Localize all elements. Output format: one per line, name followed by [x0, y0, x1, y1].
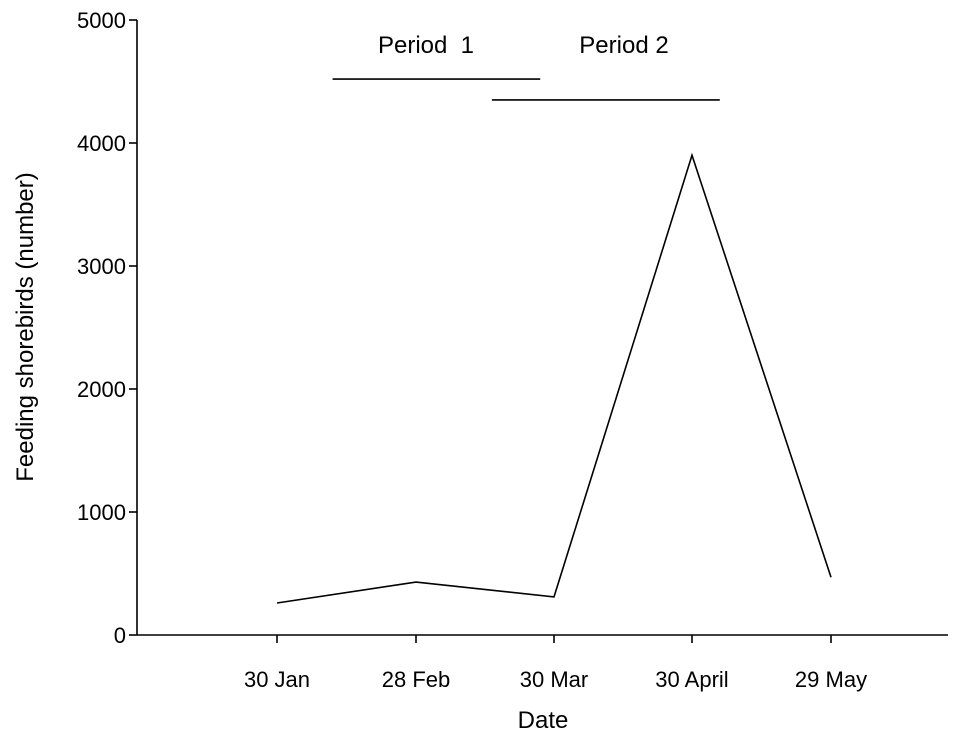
x-tick-label: 29 May — [795, 667, 867, 692]
series-group — [276, 152, 832, 604]
y-tick-label: 2000 — [77, 377, 126, 402]
y-axis-ticks: 0 1000 2000 3000 4000 5000 — [77, 8, 137, 648]
series-line — [276, 152, 832, 604]
y-axis-title: Feeding shorebirds (number) — [12, 172, 39, 481]
y-tick-label: 0 — [114, 623, 126, 648]
y-tick-label: 5000 — [77, 8, 126, 33]
x-tick-label: 30 Mar — [520, 667, 588, 692]
period-label: Period 2 — [579, 32, 668, 59]
y-tick-label: 1000 — [77, 500, 126, 525]
x-axis-ticks: 30 Jan 28 Feb 30 Mar 30 April 29 May — [244, 635, 867, 692]
x-axis-title: Date — [518, 707, 569, 734]
x-tick-label: 30 Jan — [244, 667, 310, 692]
y-tick-label: 4000 — [77, 131, 126, 156]
period-label: Period 1 — [378, 32, 474, 59]
x-tick-label: 30 April — [655, 667, 728, 692]
axes — [136, 20, 948, 636]
period-annotations: Period 1 Period 2 — [332, 32, 720, 101]
y-tick-label: 3000 — [77, 254, 126, 279]
x-tick-label: 28 Feb — [382, 667, 451, 692]
